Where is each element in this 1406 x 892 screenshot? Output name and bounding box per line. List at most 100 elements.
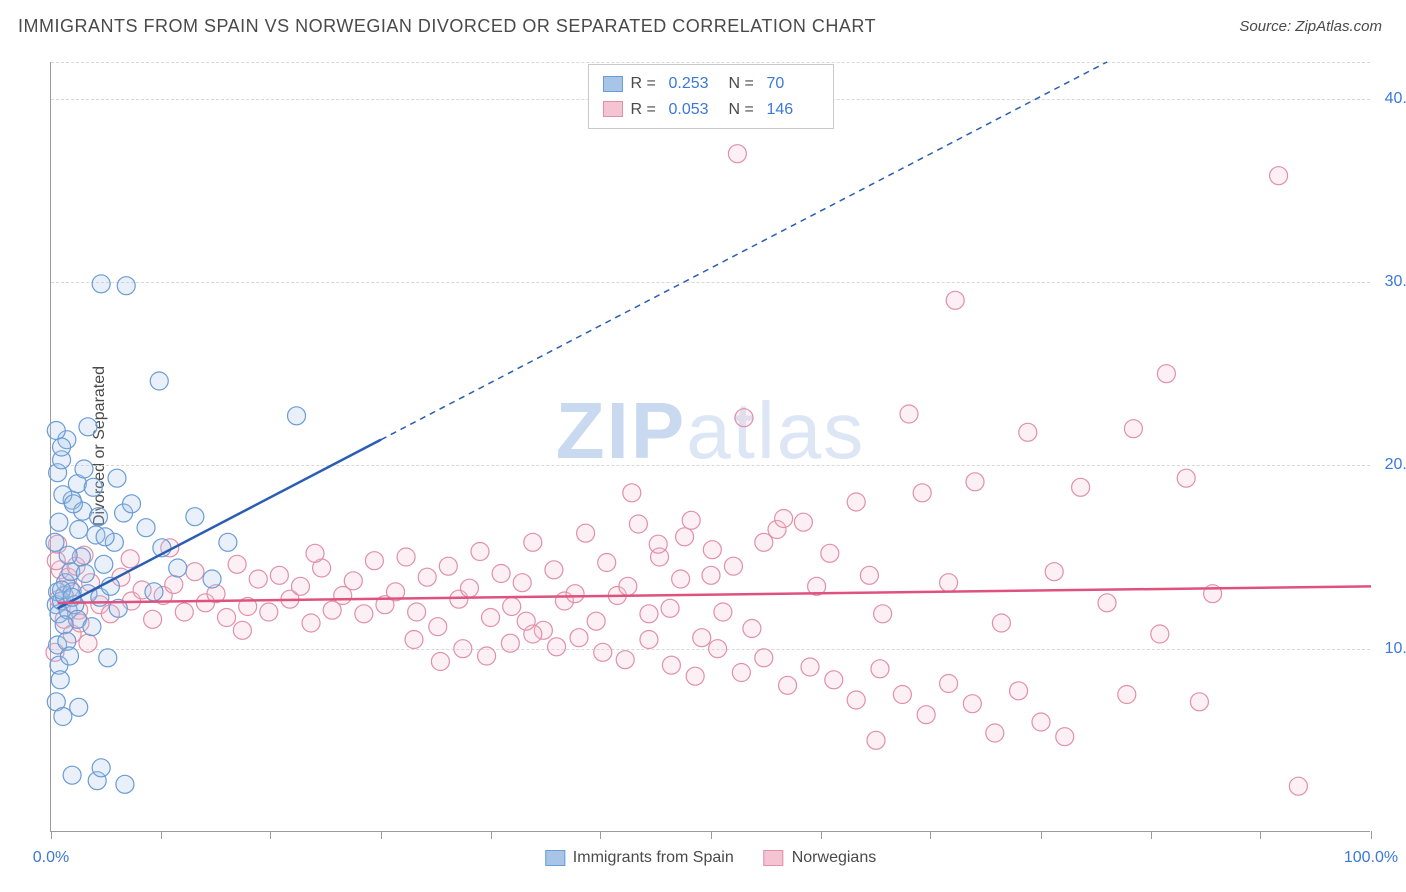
data-point (108, 469, 126, 487)
data-point (60, 647, 78, 665)
data-point (203, 570, 221, 588)
data-point (940, 574, 958, 592)
x-tick (381, 831, 382, 839)
data-point (219, 533, 237, 551)
data-point (860, 566, 878, 584)
data-point (598, 554, 616, 572)
x-tick (821, 831, 822, 839)
data-point (186, 563, 204, 581)
data-point (1032, 713, 1050, 731)
data-point (454, 640, 472, 658)
x-tick-label: 0.0% (33, 849, 69, 867)
swatch-norway (764, 850, 784, 866)
n-label: N = (729, 97, 759, 123)
data-point (429, 618, 447, 636)
data-point (821, 544, 839, 562)
data-point (1151, 625, 1169, 643)
y-tick-label: 30.0% (1375, 273, 1406, 291)
x-tick (1041, 831, 1042, 839)
data-point (1270, 167, 1288, 185)
data-point (623, 484, 641, 502)
data-point (1056, 728, 1074, 746)
data-point (471, 543, 489, 561)
data-point (260, 603, 278, 621)
data-point (63, 766, 81, 784)
data-point (83, 618, 101, 636)
data-point (661, 599, 679, 617)
y-tick-label: 20.0% (1375, 456, 1406, 474)
data-point (732, 664, 750, 682)
x-tick (161, 831, 162, 839)
data-point (344, 572, 362, 590)
data-point (524, 533, 542, 551)
data-point (218, 609, 236, 627)
data-point (84, 478, 102, 496)
data-point (355, 605, 373, 623)
data-point (405, 631, 423, 649)
legend-item-norway: Norwegians (764, 849, 876, 867)
source-name: ZipAtlas.com (1295, 18, 1382, 35)
data-point (1045, 563, 1063, 581)
plot-area: ZIPatlas 10.0%20.0%30.0%40.0% 0.0%100.0%… (50, 62, 1370, 832)
data-point (460, 579, 478, 597)
data-point (672, 570, 690, 588)
data-point (123, 495, 141, 513)
data-point (306, 544, 324, 562)
r-label: R = (631, 71, 661, 97)
data-point (145, 583, 163, 601)
data-point (825, 671, 843, 689)
data-point (724, 557, 742, 575)
x-tick (1371, 831, 1372, 839)
data-point (629, 515, 647, 533)
data-point (79, 634, 97, 652)
data-point (137, 519, 155, 537)
legend-row-norway: R = 0.053 N = 146 (603, 97, 819, 123)
legend-label-norway: Norwegians (792, 849, 876, 867)
x-tick (930, 831, 931, 839)
trend-line (58, 586, 1371, 603)
data-point (418, 568, 436, 586)
legend-correlation: R = 0.253 N = 70 R = 0.053 N = 146 (588, 64, 834, 129)
data-point (587, 612, 605, 630)
data-point (1010, 682, 1028, 700)
data-point (743, 620, 761, 638)
data-point (439, 557, 457, 575)
data-point (570, 629, 588, 647)
data-point (513, 574, 531, 592)
x-tick (711, 831, 712, 839)
x-tick (1260, 831, 1261, 839)
x-tick (270, 831, 271, 839)
x-tick (51, 831, 52, 839)
data-point (735, 409, 753, 427)
data-point (51, 671, 69, 689)
data-point (893, 686, 911, 704)
data-point (70, 521, 88, 539)
data-point (233, 621, 251, 639)
data-point (55, 616, 73, 634)
data-point (59, 546, 77, 564)
data-point (1289, 777, 1307, 795)
n-value-spain: 70 (767, 71, 819, 97)
data-point (50, 513, 68, 531)
data-point (755, 649, 773, 667)
data-point (517, 612, 535, 630)
legend-item-spain: Immigrants from Spain (545, 849, 734, 867)
data-point (594, 643, 612, 661)
data-point (1019, 423, 1037, 441)
source-attribution: Source: ZipAtlas.com (1239, 18, 1382, 35)
data-point (775, 510, 793, 528)
data-point (144, 610, 162, 628)
data-point (64, 495, 82, 513)
data-point (165, 576, 183, 594)
data-point (501, 634, 519, 652)
swatch-spain (545, 850, 565, 866)
data-point (1157, 365, 1175, 383)
n-value-norway: 146 (767, 97, 819, 123)
data-point (121, 550, 139, 568)
data-point (946, 291, 964, 309)
data-point (577, 524, 595, 542)
data-point (397, 548, 415, 566)
y-tick-label: 40.0% (1375, 90, 1406, 108)
data-point (548, 638, 566, 656)
data-point (847, 493, 865, 511)
